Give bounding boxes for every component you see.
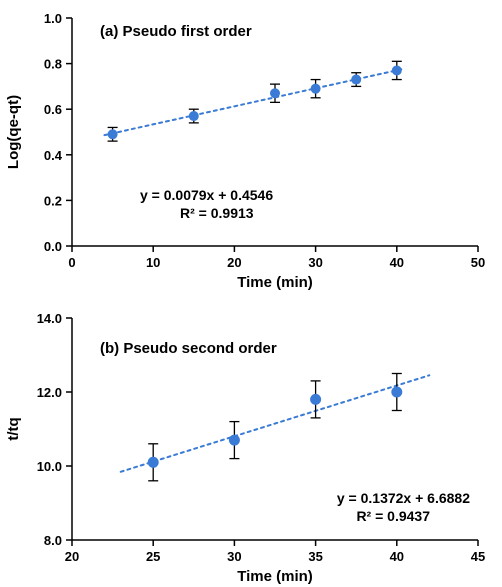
chart-title: (a) Pseudo first order: [100, 23, 252, 40]
svg-text:40: 40: [390, 549, 404, 564]
svg-text:y = 0.0079x + 0.4546: y = 0.0079x + 0.4546: [140, 187, 273, 203]
svg-text:30: 30: [227, 549, 241, 564]
svg-text:0.0: 0.0: [44, 239, 62, 254]
svg-text:Time (min): Time (min): [237, 274, 313, 291]
svg-text:y = 0.1372x + 6.6882: y = 0.1372x + 6.6882: [337, 490, 470, 506]
svg-text:R² = 0.9913: R² = 0.9913: [180, 205, 254, 221]
svg-text:35: 35: [308, 549, 322, 564]
svg-text:40: 40: [390, 255, 404, 270]
svg-text:0.6: 0.6: [44, 102, 62, 117]
svg-text:30: 30: [308, 255, 322, 270]
svg-text:50: 50: [471, 255, 485, 270]
svg-text:t/tq: t/tq: [5, 417, 22, 440]
svg-text:20: 20: [227, 255, 241, 270]
svg-text:0.4: 0.4: [44, 148, 63, 163]
page: 0 10 20 30 40 50 0.0 0.2 0.4 0.6 0.8 1.0 (a) Pseudo …: [0, 0, 502, 587]
svg-text:10.0: 10.0: [37, 459, 62, 474]
svg-text:0.2: 0.2: [44, 193, 62, 208]
svg-text:12.0: 12.0: [37, 385, 62, 400]
svg-text:25: 25: [146, 549, 160, 564]
svg-text:R² = 0.9437: R² = 0.9437: [356, 508, 430, 524]
svg-text:20: 20: [65, 549, 79, 564]
svg-text:45: 45: [471, 549, 485, 564]
svg-text:10: 10: [146, 255, 160, 270]
chart-b: 20 25 30 35 40 45 8.0 10.0 12.0 14.0 (b) Pseudo se…: [0, 293, 502, 587]
svg-text:8.0: 8.0: [44, 533, 62, 548]
chart-title: (b) Pseudo second order: [100, 340, 277, 357]
svg-text:0: 0: [68, 255, 75, 270]
svg-text:Time (min): Time (min): [237, 568, 313, 585]
svg-text:14.0: 14.0: [37, 311, 62, 326]
svg-text:Log(qe-qt): Log(qe-qt): [5, 95, 22, 169]
chart-a: 0 10 20 30 40 50 0.0 0.2 0.4 0.6 0.8 1.0 (a) Pseudo …: [0, 0, 502, 293]
svg-text:1.0: 1.0: [44, 11, 62, 26]
svg-text:0.8: 0.8: [44, 57, 62, 72]
